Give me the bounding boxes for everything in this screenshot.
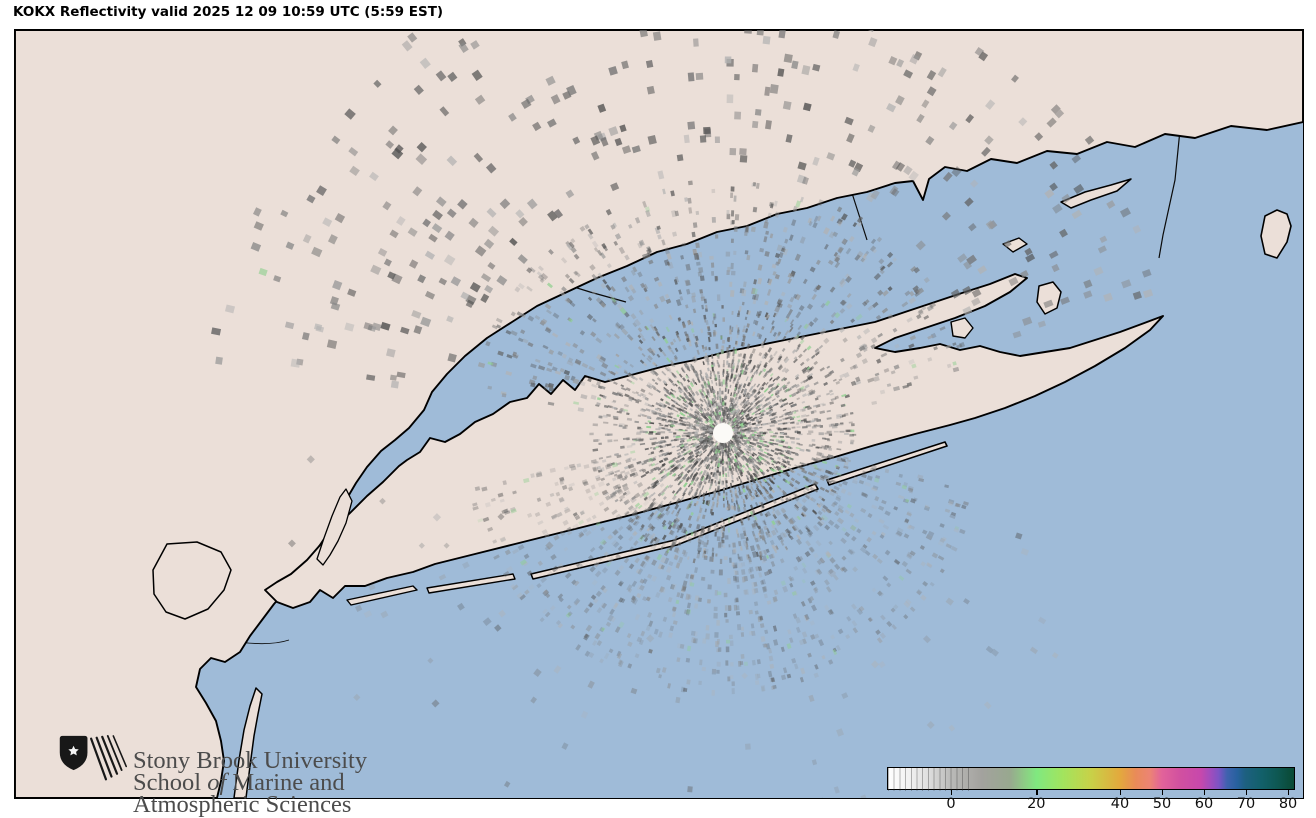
colorbar-tick-label: 50 <box>1153 796 1171 812</box>
radar-site-hole <box>713 423 733 443</box>
radar-map: Stony Brook University School of Marine … <box>14 29 1304 799</box>
colorbar-tick-label: 40 <box>1111 796 1129 812</box>
branding-line3: Atmospheric Sciences <box>133 794 367 816</box>
colorbar-tick <box>1120 790 1121 795</box>
colorbar-tick <box>1246 790 1247 795</box>
map-canvas <box>15 30 1303 798</box>
colorbar-gradient <box>887 767 1295 790</box>
colorbar-tick <box>1036 790 1037 795</box>
reflectivity-colorbar: 0 20 40 50 60 70 80 <box>887 767 1295 811</box>
colorbar-tick <box>1204 790 1205 795</box>
branding-text: Stony Brook University School of Marine … <box>133 733 367 815</box>
colorbar-discrete-steps <box>888 768 973 791</box>
colorbar-tick-label: 20 <box>1027 796 1045 812</box>
colorbar-tick-label: 60 <box>1195 796 1213 812</box>
branding-block: Stony Brook University School of Marine … <box>57 733 367 815</box>
colorbar-tick-label: 70 <box>1237 796 1255 812</box>
colorbar-tick <box>1288 790 1289 795</box>
page-title: KOKX Reflectivity valid 2025 12 09 10:59… <box>13 4 443 20</box>
colorbar-tick-label: 0 <box>946 796 955 812</box>
colorbar-tick-label: 80 <box>1279 796 1297 812</box>
colorbar-tick <box>951 790 952 795</box>
stony-brook-shield-icon <box>57 733 129 785</box>
colorbar-tick <box>1162 790 1163 795</box>
